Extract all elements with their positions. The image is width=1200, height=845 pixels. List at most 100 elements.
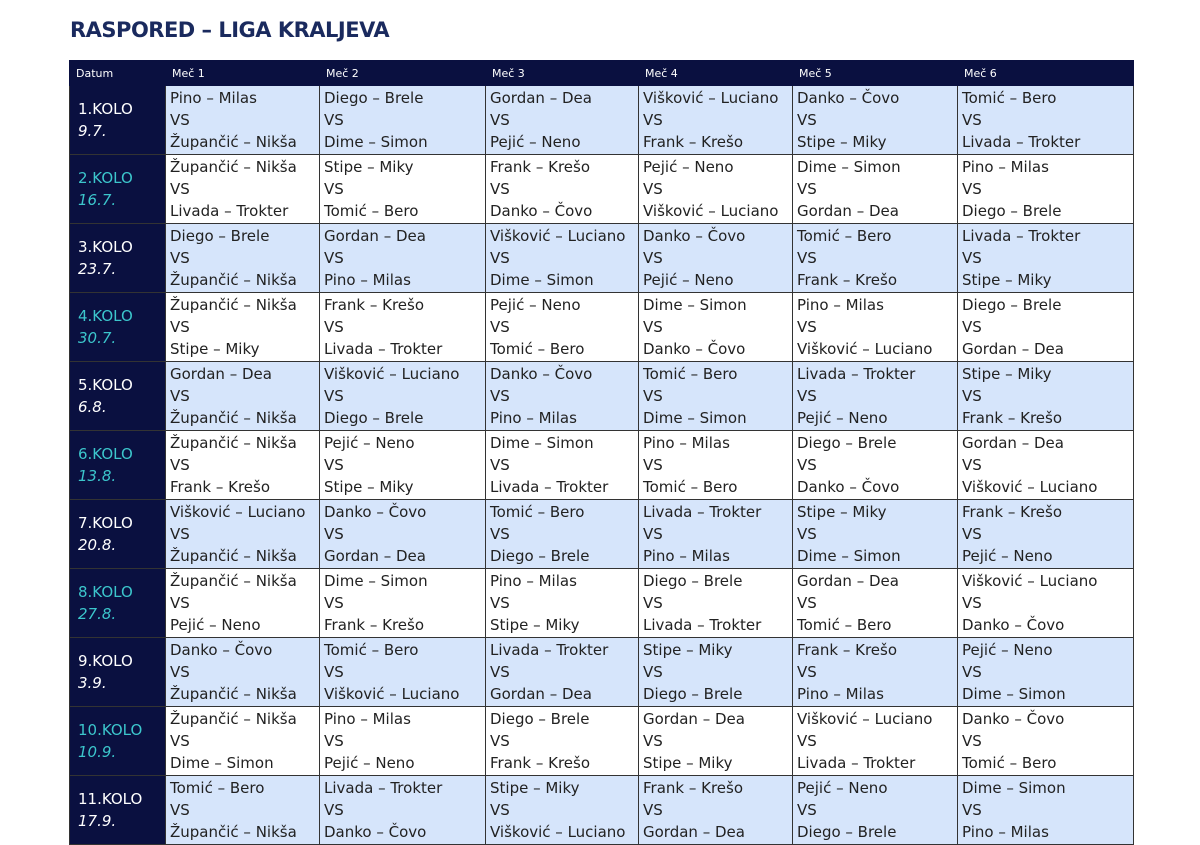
match-line: Diego – Brele <box>962 296 1062 314</box>
match-line: VS <box>324 318 344 336</box>
round-cell: 3.KOLO 23.7. <box>69 223 166 293</box>
match-line: Danko – Čovo <box>324 503 427 521</box>
match-line: VS <box>170 318 190 336</box>
match-line: Pejić – Neno <box>324 754 415 772</box>
match-cell: Pejić – Neno VS Tomić – Bero <box>485 292 639 362</box>
match-line: Višković – Luciano <box>962 478 1098 496</box>
match-line: Gordan – Dea <box>797 572 899 590</box>
match-cell: Višković – Luciano VS Diego – Brele <box>319 361 486 431</box>
match-line: VS <box>643 180 663 198</box>
match-line: VS <box>797 663 817 681</box>
round-row: 10.KOLO 10.9. Župančić – Nikša VS Dime – Sim… <box>69 706 1134 776</box>
match-cell: Pejić – Neno VS Višković – Luciano <box>638 154 793 224</box>
match-line: Dime – Simon <box>797 547 901 565</box>
column-header: Meč 2 <box>319 60 486 86</box>
match-line: VS <box>170 663 190 681</box>
match-line: Pino – Milas <box>643 547 730 565</box>
match-line: Pejić – Neno <box>643 271 734 289</box>
column-header: Meč 3 <box>485 60 639 86</box>
match-line: Župančić – Nikša <box>170 547 297 565</box>
match-cell: Višković – Luciano VS Danko – Čovo <box>957 568 1134 638</box>
match-cell: Livada – Trokter VS Stipe – Miky <box>957 223 1134 293</box>
match-line: Frank – Krešo <box>962 503 1063 521</box>
match-cell: Pino – Milas VS Pejić – Neno <box>319 706 486 776</box>
match-line: VS <box>170 180 190 198</box>
match-line: Frank – Krešo <box>490 158 591 176</box>
match-line: Livada – Trokter <box>324 779 443 797</box>
match-line: Livada – Trokter <box>643 503 762 521</box>
match-line: Danko – Čovo <box>962 710 1065 728</box>
match-line: VS <box>962 111 982 129</box>
match-line: VS <box>962 180 982 198</box>
match-line: Tomić – Bero <box>170 779 265 797</box>
match-line: Višković – Luciano <box>797 340 933 358</box>
match-cell: Višković – Luciano VS Župančić – Nikša <box>165 499 320 569</box>
match-line: Pejić – Neno <box>797 779 888 797</box>
match-line: Gordan – Dea <box>490 89 592 107</box>
match-line: Danko – Čovo <box>643 340 746 358</box>
match-line: Župančić – Nikša <box>170 133 297 151</box>
match-line: Danko – Čovo <box>324 823 427 841</box>
match-cell: Stipe – Miky VS Tomić – Bero <box>319 154 486 224</box>
match-cell: Gordan – Dea VS Tomić – Bero <box>792 568 958 638</box>
match-line: VS <box>324 387 344 405</box>
match-line: Višković – Luciano <box>643 202 779 220</box>
match-line: Župančić – Nikša <box>170 158 297 176</box>
round-date: 27.8. <box>78 605 117 623</box>
match-cell: Gordan – Dea VS Pejić – Neno <box>485 85 639 155</box>
match-line: Župančić – Nikša <box>170 434 297 452</box>
match-line: Pino – Milas <box>324 710 411 728</box>
match-line: Frank – Krešo <box>797 271 898 289</box>
match-line: VS <box>490 111 510 129</box>
match-line: Dime – Simon <box>490 434 594 452</box>
match-line: Frank – Krešo <box>490 754 591 772</box>
match-line: VS <box>962 387 982 405</box>
match-line: Višković – Luciano <box>490 823 626 841</box>
match-line: Dime – Simon <box>643 409 747 427</box>
match-line: Župančić – Nikša <box>170 409 297 427</box>
column-header: Meč 5 <box>792 60 958 86</box>
match-line: VS <box>797 180 817 198</box>
match-cell: Livada – Trokter VS Danko – Čovo <box>319 775 486 845</box>
match-line: VS <box>797 525 817 543</box>
match-cell: Gordan – Dea VS Župančić – Nikša <box>165 361 320 431</box>
match-line: Stipe – Miky <box>643 754 733 772</box>
match-cell: Danko – Čovo VS Župančić – Nikša <box>165 637 320 707</box>
round-row: 3.KOLO 23.7. Diego – Brele VS Župančić – Nik… <box>69 223 1134 293</box>
match-line: Frank – Krešo <box>324 616 425 634</box>
column-header: Datum <box>69 60 166 86</box>
match-line: VS <box>962 318 982 336</box>
match-line: Danko – Čovo <box>490 202 593 220</box>
match-line: Stipe – Miky <box>324 478 414 496</box>
match-line: Frank – Krešo <box>797 641 898 659</box>
match-cell: Frank – Krešo VS Gordan – Dea <box>638 775 793 845</box>
match-line: Diego – Brele <box>490 547 590 565</box>
match-line: Gordan – Dea <box>797 202 899 220</box>
match-cell: Stipe – Miky VS Diego – Brele <box>638 637 793 707</box>
round-row: 4.KOLO 30.7. Župančić – Nikša VS Stipe – Mik… <box>69 292 1134 362</box>
match-line: Višković – Luciano <box>797 710 933 728</box>
match-line: VS <box>643 318 663 336</box>
match-line: VS <box>962 732 982 750</box>
round-row: 9.KOLO 3.9. Danko – Čovo VS Župančić – Nikša… <box>69 637 1134 707</box>
round-cell: 5.KOLO 6.8. <box>69 361 166 431</box>
match-line: VS <box>170 525 190 543</box>
match-line: Pejić – Neno <box>643 158 734 176</box>
round-label: 10.KOLO <box>78 721 143 739</box>
match-line: Tomić – Bero <box>797 227 892 245</box>
round-cell: 10.KOLO 10.9. <box>69 706 166 776</box>
match-cell: Tomić – Bero VS Višković – Luciano <box>319 637 486 707</box>
match-line: Gordan – Dea <box>962 340 1064 358</box>
match-line: Tomić – Bero <box>643 478 738 496</box>
match-line: Diego – Brele <box>962 202 1062 220</box>
match-line: Višković – Luciano <box>324 685 460 703</box>
match-line: Gordan – Dea <box>643 710 745 728</box>
match-line: VS <box>643 732 663 750</box>
match-line: VS <box>324 732 344 750</box>
match-line: Pino – Milas <box>797 296 884 314</box>
match-line: VS <box>797 456 817 474</box>
match-line: VS <box>490 180 510 198</box>
match-line: Livada – Trokter <box>797 365 916 383</box>
round-date: 10.9. <box>78 743 117 761</box>
